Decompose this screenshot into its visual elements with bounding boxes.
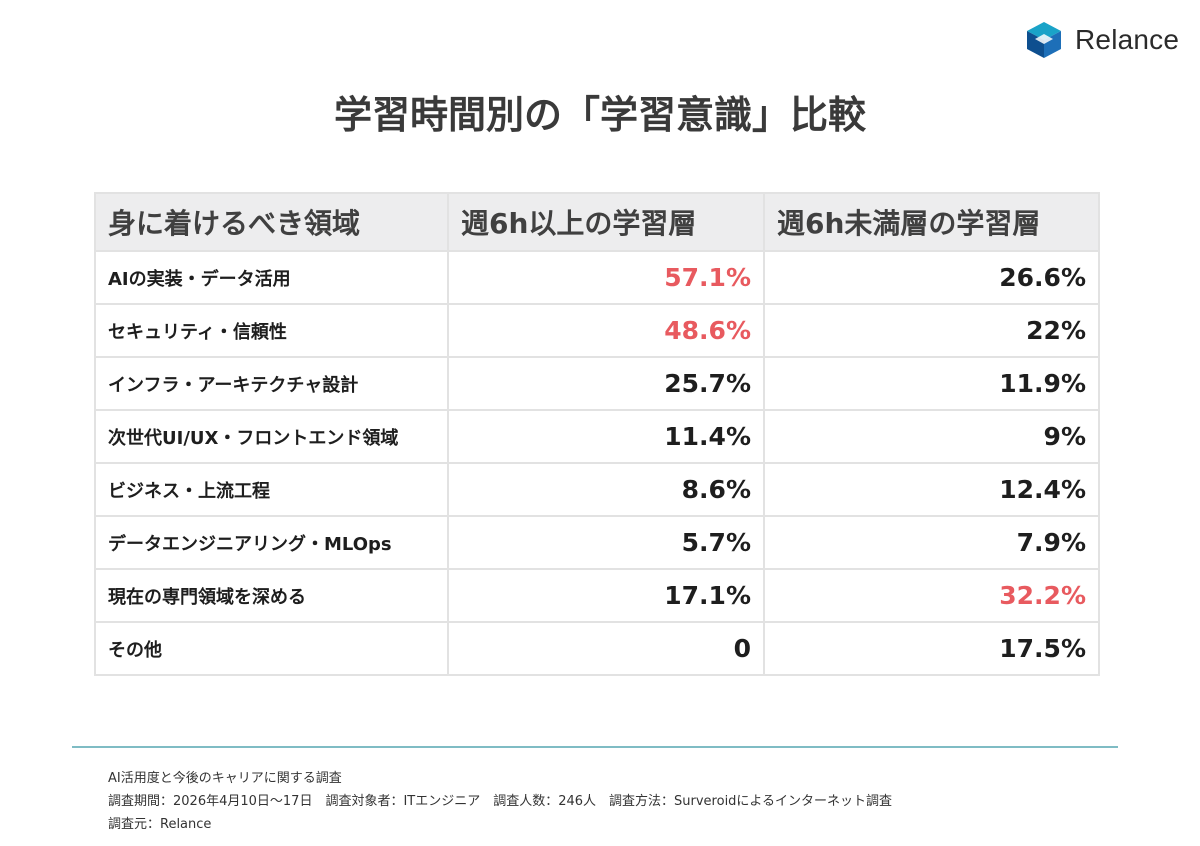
table-row: その他 0 17.5% [94, 621, 1100, 676]
column-header: 身に着けるべき領域 [94, 192, 449, 252]
row-label: セキュリティ・信頼性 [94, 303, 449, 358]
cube-logo-icon [1027, 22, 1061, 58]
row-label: その他 [94, 621, 449, 676]
value-cell: 17.5% [763, 621, 1100, 676]
value-cell: 11.9% [763, 356, 1100, 411]
row-label: ビジネス・上流工程 [94, 462, 449, 517]
row-label: データエンジニアリング・MLOps [94, 515, 449, 570]
value-cell: 7.9% [763, 515, 1100, 570]
value-cell: 0 [447, 621, 765, 676]
table-row: 次世代UI/UX・フロントエンド領域 11.4% 9% [94, 409, 1100, 464]
column-header: 週6h以上の学習層 [447, 192, 765, 252]
footer-survey-details: 調査期間：2026年4月10日〜17日 調査対象者：ITエンジニア 調査人数：2… [108, 794, 893, 809]
comparison-table: 身に着けるべき領域 週6h以上の学習層 週6h未満層の学習層 AIの実装・データ活用… [94, 192, 1100, 676]
value-cell: 22% [763, 303, 1100, 358]
table-header-row: 身に着けるべき領域 週6h以上の学習層 週6h未満層の学習層 [94, 192, 1100, 252]
value-cell: 48.6% [447, 303, 765, 358]
value-cell: 57.1% [447, 250, 765, 305]
table-row: AIの実装・データ活用 57.1% 26.6% [94, 250, 1100, 305]
row-label: AIの実装・データ活用 [94, 250, 449, 305]
row-label: 次世代UI/UX・フロントエンド領域 [94, 409, 449, 464]
value-cell: 26.6% [763, 250, 1100, 305]
value-cell: 17.1% [447, 568, 765, 623]
table-row: 現在の専門領域を深める 17.1% 32.2% [94, 568, 1100, 623]
value-cell: 8.6% [447, 462, 765, 517]
footer-survey-title: AI活用度と今後のキャリアに関する調査 [108, 771, 342, 786]
value-cell: 32.2% [763, 568, 1100, 623]
value-cell: 11.4% [447, 409, 765, 464]
value-cell: 9% [763, 409, 1100, 464]
table-row: ビジネス・上流工程 8.6% 12.4% [94, 462, 1100, 517]
footer-survey-source: 調査元：Relance [108, 817, 212, 832]
value-cell: 25.7% [447, 356, 765, 411]
column-header: 週6h未満層の学習層 [763, 192, 1100, 252]
value-cell: 12.4% [763, 462, 1100, 517]
brand-logo: Relance [1025, 20, 1179, 60]
brand-name: Relance [1075, 24, 1180, 55]
page-title: 学習時間別の「学習意識」比較 [333, 93, 866, 137]
table-row: インフラ・アーキテクチャ設計 25.7% 11.9% [94, 356, 1100, 411]
row-label: インフラ・アーキテクチャ設計 [94, 356, 449, 411]
table-row: セキュリティ・信頼性 48.6% 22% [94, 303, 1100, 358]
value-cell: 5.7% [447, 515, 765, 570]
row-label: 現在の専門領域を深める [94, 568, 449, 623]
table-row: データエンジニアリング・MLOps 5.7% 7.9% [94, 515, 1100, 570]
footer-divider [72, 746, 1118, 748]
